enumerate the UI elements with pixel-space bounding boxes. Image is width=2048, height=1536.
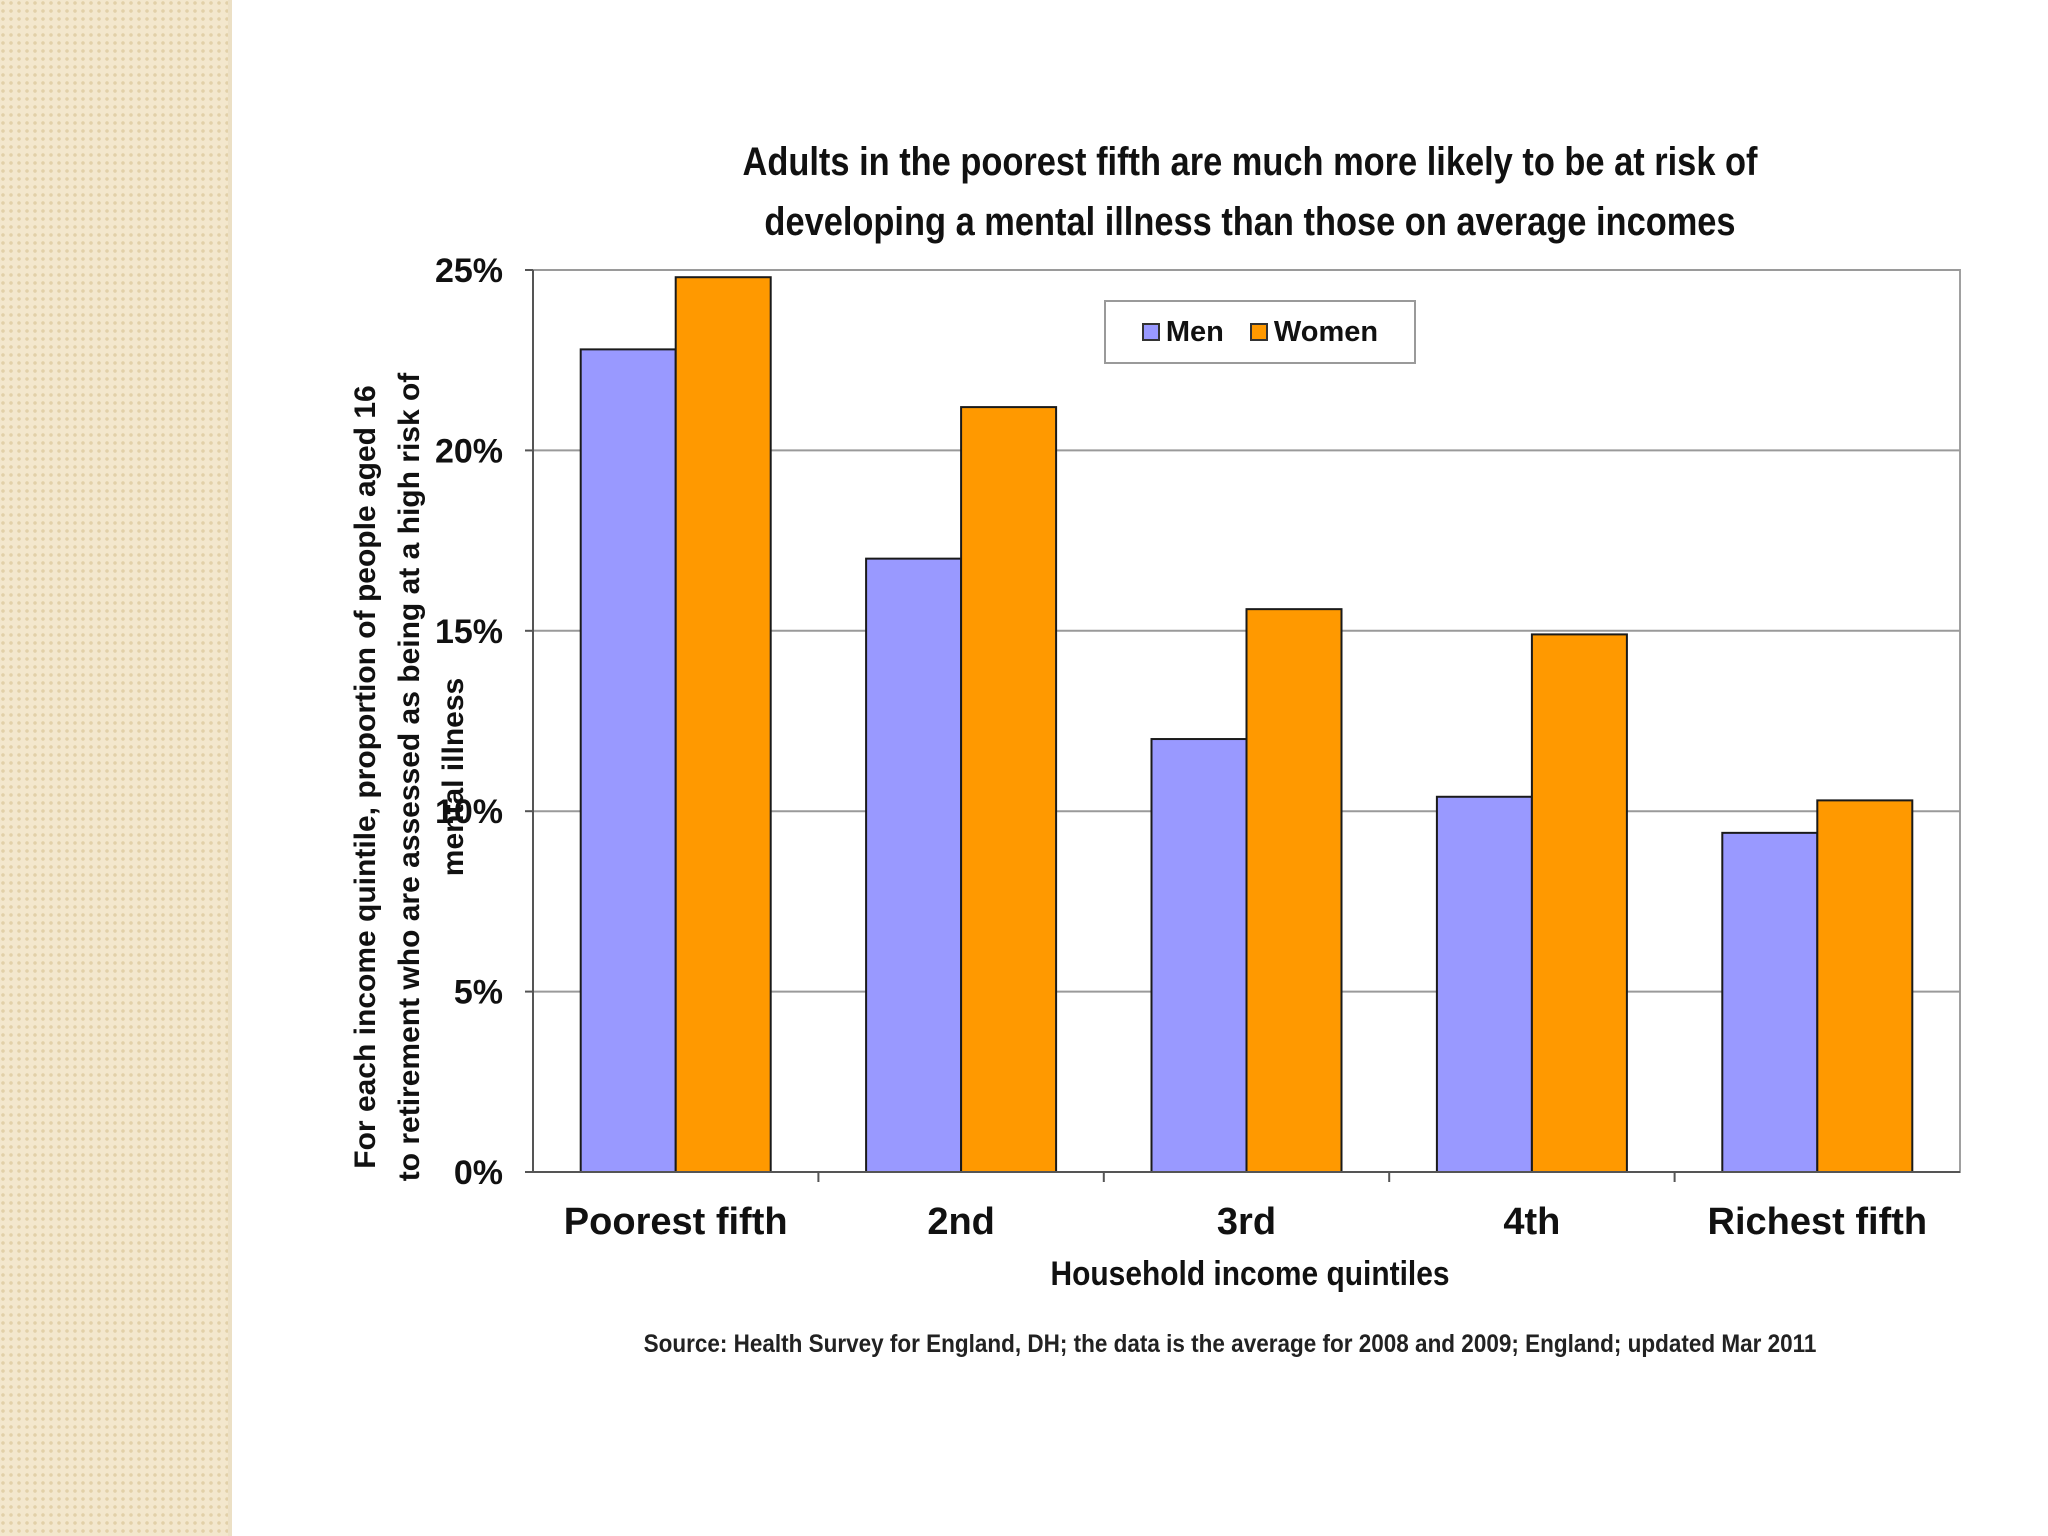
bar-women-0 [674,276,772,1173]
legend-item-men: Men [1141,315,1224,349]
bar-women-4 [1816,799,1914,1173]
x-tick-label: 2nd [927,1201,995,1243]
bar-women-1 [960,406,1058,1173]
bar-men-0 [579,348,677,1174]
x-tick-label: 4th [1503,1201,1560,1243]
y-tick-label: 5% [454,974,503,1012]
axes [525,269,1960,1182]
side-strip-edge [228,0,232,1536]
bar-women-3 [1530,633,1628,1173]
chart-title: Adults in the poorest fifth are much mor… [742,140,1758,244]
y-tick-label: 15% [435,613,503,651]
bar-group [579,276,1914,1174]
y-tick-label: 0% [454,1154,503,1192]
source-note: Source: Health Survey for England, DH; t… [643,1330,1817,1358]
y-tick-label: 20% [435,432,503,470]
legend-label-men: Men [1165,315,1224,348]
y-tick-label: 25% [435,252,503,290]
bar-men-1 [865,557,963,1173]
chart-legend: Men Women [1104,300,1416,364]
legend-label-women: Women [1273,315,1379,348]
decorative-side-strip [0,0,228,1536]
bar-men-3 [1435,795,1533,1173]
x-tick-label: Poorest fifth [564,1201,788,1243]
x-tick-label: 3rd [1217,1201,1276,1243]
legend-swatch-women [1249,323,1268,341]
y-tick-label: 10% [435,793,503,831]
legend-swatch-men [1141,323,1160,341]
bar-men-2 [1150,738,1248,1173]
x-tick-label: Richest fifth [1708,1201,1928,1243]
bar-men-4 [1721,831,1819,1174]
x-axis-label: Household income quintiles [1050,1255,1450,1293]
bar-women-2 [1245,608,1343,1173]
legend-item-women: Women [1249,315,1379,349]
tick-labels: 0% 5% 10% 15% 20% 25% Poorest fifth 2nd 3rd 4th Ri… [435,252,1927,1243]
